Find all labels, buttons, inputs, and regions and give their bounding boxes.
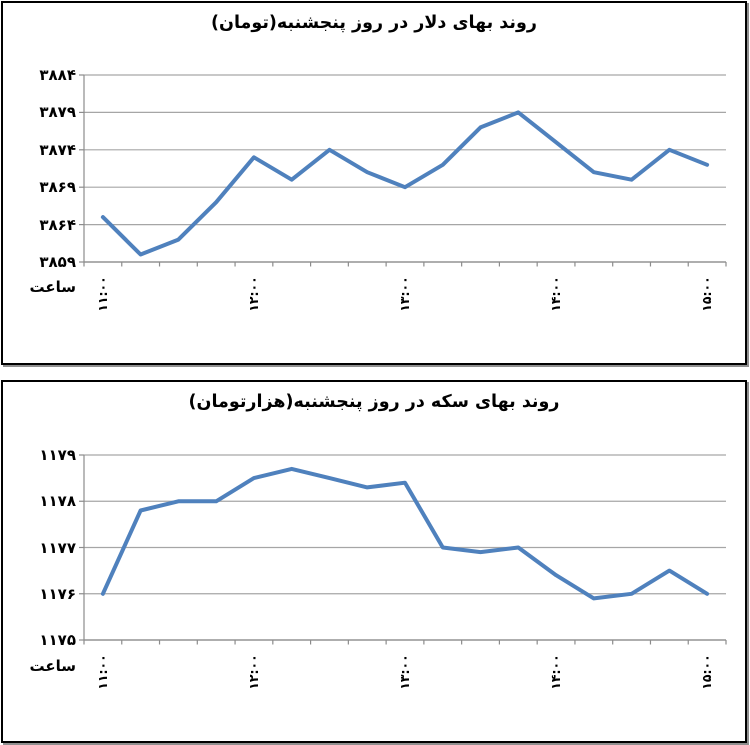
y-tick-label: ۳۸۶۴ <box>39 215 76 234</box>
y-tick-label: ۱۱۷۷ <box>39 538 76 557</box>
dollar-x-axis-name: ساعت <box>29 278 76 296</box>
x-tick-label: ۱۳:۰۰ <box>397 276 412 312</box>
coin-line-chart <box>79 454 727 645</box>
y-tick-label: ۱۱۷۹ <box>39 446 76 464</box>
y-tick-label: ۳۸۵۹ <box>39 253 76 271</box>
y-tick-label: ۳۸۷۹ <box>39 103 76 122</box>
coin-chart-panel: روند بهای سکه در روز پنجشنبه(هزارتومان) … <box>1 380 747 743</box>
x-tick-label: ۱۵:۰۰ <box>699 276 715 312</box>
y-tick-label: ۱۱۷۸ <box>39 492 76 511</box>
x-tick-label: ۱۳:۰۰ <box>397 654 412 690</box>
x-tick-label: ۱۱:۰۰ <box>94 276 110 312</box>
dollar-chart-title: روند بهای دلار در روز پنجشنبه(تومان) <box>211 13 537 33</box>
coin-x-axis-name: ساعت <box>29 657 76 675</box>
x-tick-label: ۱۴:۰۰ <box>548 276 564 312</box>
x-tick-label: ۱۲:۰۰ <box>245 654 261 690</box>
x-tick-label: ۱۵:۰۰ <box>699 654 715 690</box>
x-tick-label: ۱۱:۰۰ <box>94 654 110 690</box>
x-tick-label: ۱۲:۰۰ <box>245 276 261 312</box>
y-tick-label: ۱۱۷۶ <box>39 584 76 603</box>
y-tick-label: ۳۸۷۴ <box>39 140 76 159</box>
dollar-line-chart <box>79 74 727 267</box>
coin-chart-title: روند بهای سکه در روز پنجشنبه(هزارتومان) <box>188 392 560 412</box>
y-tick-label: ۳۸۸۴ <box>39 66 76 84</box>
y-tick-label: ۳۸۶۹ <box>39 178 76 197</box>
x-tick-label: ۱۴:۰۰ <box>548 654 564 690</box>
dollar-chart-panel: روند بهای دلار در روز پنجشنبه(تومان) ساع… <box>1 1 747 365</box>
y-tick-label: ۱۱۷۵ <box>39 631 76 649</box>
